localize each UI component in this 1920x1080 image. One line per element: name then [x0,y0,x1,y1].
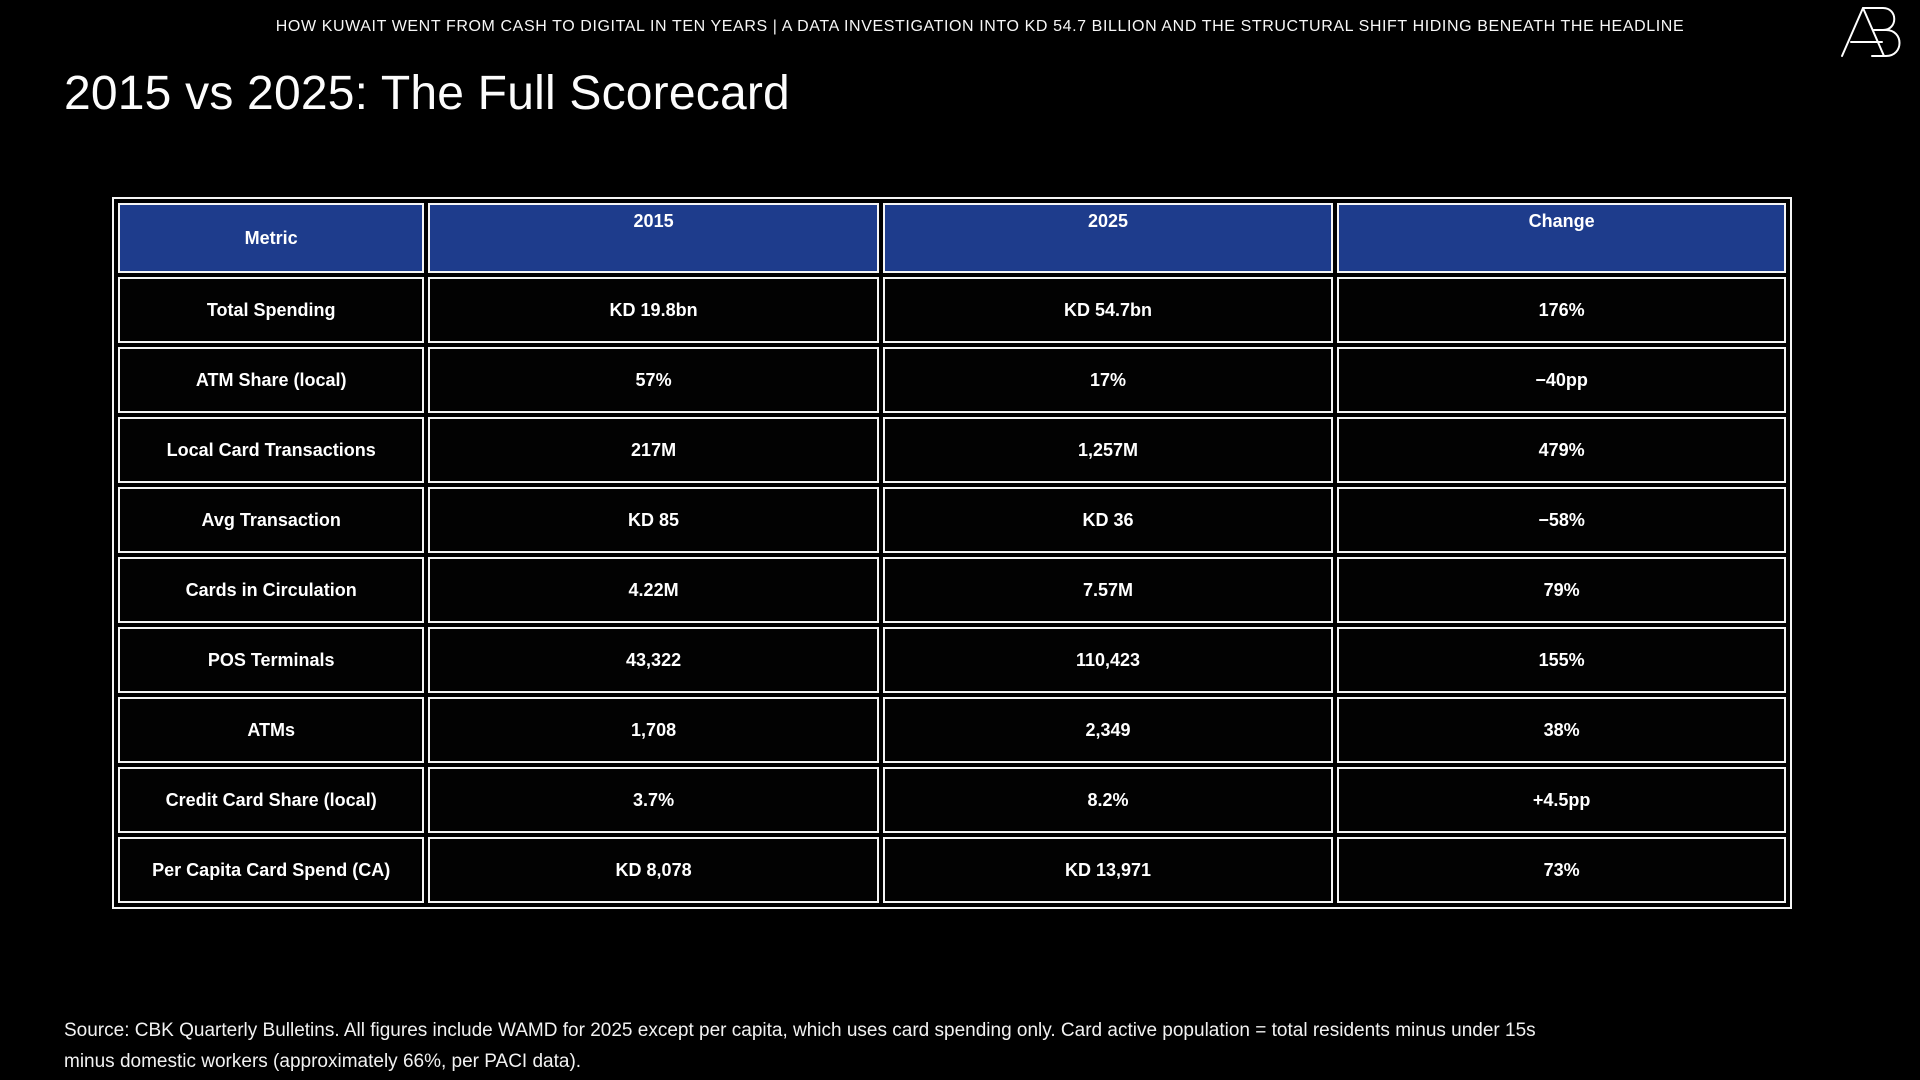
value-change: −58% [1337,487,1786,553]
value-change: −40pp [1337,347,1786,413]
table-row-credit-card-share: Credit Card Share (local) 3.7% 8.2% +4.5… [118,767,1786,833]
value-2025: 110,423 [882,627,1334,693]
value-2025: 17% [882,347,1334,413]
metric-label: Total Spending [118,277,425,343]
metric-label: Avg Transaction [118,487,425,553]
table-row-local-card-transactions: Local Card Transactions 217M 1,257M 479% [118,417,1786,483]
table-row-pos-terminals: POS Terminals 43,322 110,423 155% [118,627,1786,693]
metric-label: Local Card Transactions [118,417,425,483]
table-header-row: Metric 2015 2025 Change [118,203,1786,273]
metric-label: Credit Card Share (local) [118,767,425,833]
value-2015: 1,708 [428,697,879,763]
page-title: 2015 vs 2025: The Full Scorecard [64,67,790,120]
column-header-2025: 2025 [882,203,1334,273]
source-note-line-2: minus domestic workers (approximately 66… [64,1051,582,1072]
value-change: 38% [1337,697,1786,763]
ab-logo-icon [1836,4,1910,60]
value-2025: KD 13,971 [882,837,1334,903]
table-row-atms: ATMs 1,708 2,349 38% [118,697,1786,763]
table-row-cards-in-circulation: Cards in Circulation 4.22M 7.57M 79% [118,557,1786,623]
value-2015: 217M [428,417,879,483]
metric-label: ATM Share (local) [118,347,425,413]
value-2025: 1,257M [882,417,1334,483]
top-bar: HOW KUWAIT WENT FROM CASH TO DIGITAL IN … [0,0,1920,58]
value-2025: 7.57M [882,557,1334,623]
column-header-metric: Metric [118,203,425,273]
value-change: 73% [1337,837,1786,903]
metric-label: POS Terminals [118,627,425,693]
column-header-2015: 2015 [428,203,879,273]
scorecard-table-frame: Metric 2015 2025 Change Total Spending K… [112,197,1792,909]
header-tagline: HOW KUWAIT WENT FROM CASH TO DIGITAL IN … [275,18,1685,35]
value-2015: 4.22M [428,557,879,623]
value-change: 155% [1337,627,1786,693]
metric-label: Per Capita Card Spend (CA) [118,837,425,903]
table-row-avg-transaction: Avg Transaction KD 85 KD 36 −58% [118,487,1786,553]
value-change: 79% [1337,557,1786,623]
column-header-change: Change [1337,203,1786,273]
value-2015: KD 19.8bn [428,277,879,343]
value-2025: 8.2% [882,767,1334,833]
value-change: 479% [1337,417,1786,483]
source-note-line-1: Source: CBK Quarterly Bulletins. All fig… [64,1020,1536,1041]
table-row-per-capita-card-spend: Per Capita Card Spend (CA) KD 8,078 KD 1… [118,837,1786,903]
value-2015: 57% [428,347,879,413]
metric-label: Cards in Circulation [118,557,425,623]
value-2015: 43,322 [428,627,879,693]
scorecard-table: Metric 2015 2025 Change Total Spending K… [114,199,1790,907]
value-2025: 2,349 [882,697,1334,763]
value-2015: KD 8,078 [428,837,879,903]
value-2025: KD 54.7bn [882,277,1334,343]
value-change: +4.5pp [1337,767,1786,833]
table-row-atm-share: ATM Share (local) 57% 17% −40pp [118,347,1786,413]
table-row-total-spending: Total Spending KD 19.8bn KD 54.7bn 176% [118,277,1786,343]
value-2025: KD 36 [882,487,1334,553]
metric-label: ATMs [118,697,425,763]
value-2015: KD 85 [428,487,879,553]
source-note: Source: CBK Quarterly Bulletins. All fig… [64,1015,1536,1077]
value-change: 176% [1337,277,1786,343]
value-2015: 3.7% [428,767,879,833]
